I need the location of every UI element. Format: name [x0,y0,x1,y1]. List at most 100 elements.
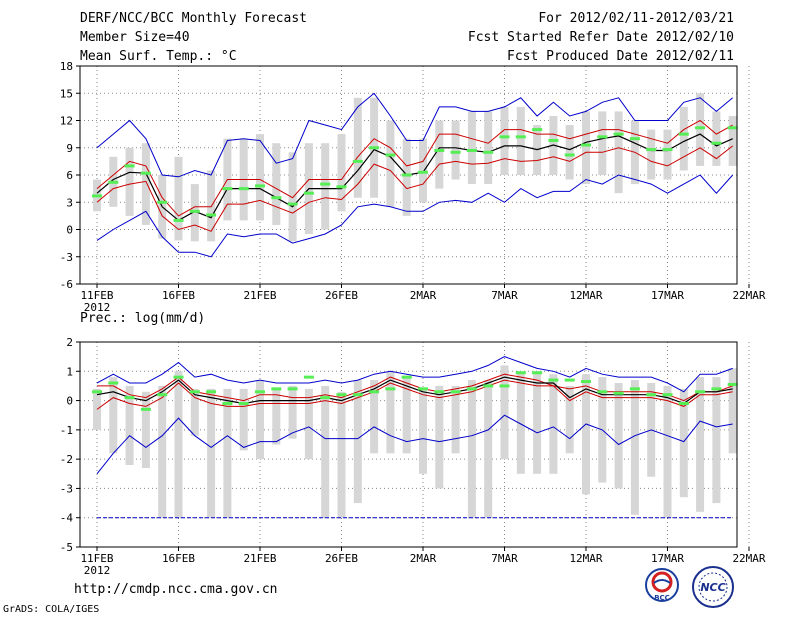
spread-box [402,138,411,216]
x-tick-label: 26FEB [325,552,358,565]
spread-box [207,388,216,518]
spread-box [484,111,493,185]
y-tick-label: 3 [66,196,73,209]
spread-box [272,388,281,445]
y-tick-label: 0 [66,395,73,408]
forecast-period-label: For 2012/02/11-2012/03/21 [538,11,734,26]
observed-marker [173,375,184,379]
y-tick-label: 2 [66,336,73,349]
x-tick-label: 17MAR [651,552,684,565]
observed-marker [434,390,445,394]
spread-box [565,125,574,180]
spread-box [239,388,248,451]
y-tick-label: 15 [60,87,73,100]
spread-box [630,380,639,515]
spread-box [565,385,574,454]
observed-marker [124,396,135,400]
observed-marker [401,375,412,379]
spread-box [663,385,672,518]
chart-title: DERF/NCC/BCC Monthly Forecast [80,11,307,26]
plot-frame [79,341,738,548]
observed-marker [532,371,543,375]
spread-box [728,368,737,454]
observed-marker [597,135,608,139]
observed-marker [385,387,396,391]
y-tick-label: -6 [60,278,73,291]
observed-marker [727,382,738,386]
observed-marker [646,393,657,397]
series-upper-line [96,119,733,217]
series-lower-line [96,379,733,410]
observed-marker [548,138,559,142]
x-tick-label: 16FEB [162,552,195,565]
spread-box [174,156,183,241]
spread-box [125,147,134,216]
observed-marker [597,390,608,394]
spread-box [679,388,688,498]
observed-marker [222,402,233,405]
observed-marker [450,390,461,394]
observed-marker [532,128,543,132]
x-tick-label: 11FEB [80,289,113,302]
observed-marker [303,191,314,195]
spread-box [386,371,395,454]
spread-box [467,380,476,518]
x-tick-label: 12MAR [569,552,602,565]
spread-box [598,111,607,175]
spread-box [451,385,460,454]
observed-marker [727,126,738,130]
observed-marker [352,159,363,163]
spread-box [158,385,167,518]
bcc-logo-text: BCC [654,594,670,602]
observed-marker [515,135,526,139]
observed-marker [189,209,200,213]
observed-marker [695,126,706,130]
observed-marker [303,375,314,379]
spread-box [304,388,313,460]
x-tick-label: 2MAR [410,552,437,565]
observed-marker [564,153,575,157]
spread-box [190,388,199,436]
series-min-line [96,414,733,475]
spread-box [337,134,346,212]
series-min-line [96,174,734,258]
spread-box [386,120,395,207]
observed-marker [613,132,624,136]
observed-marker [662,393,673,397]
spread-box [712,377,721,504]
x-tick-label: 16FEB [162,289,195,302]
series-max-line [96,356,733,393]
observed-marker [238,187,249,191]
observed-marker [434,148,445,152]
spread-box [712,111,721,166]
variable-label: Mean Surf. Temp.: °C [80,49,237,64]
x-tick-label: 7MAR [491,552,518,565]
spread-box [321,385,330,518]
observed-marker [287,202,298,206]
observed-marker [515,371,526,375]
ncc-logo: NCC [692,566,734,608]
observed-marker [108,381,119,385]
observed-marker [499,384,510,388]
spread-box [256,380,264,460]
spread-box [402,377,411,454]
observed-marker [271,387,282,391]
observed-marker [140,171,151,175]
spread-box [549,374,558,474]
observed-marker [499,135,510,139]
observed-marker [336,393,347,397]
observed-marker [238,402,249,405]
spread-box [272,143,281,225]
observed-marker [483,150,494,154]
observed-marker [157,200,168,204]
x-tick-label: 22MAR [732,289,765,302]
source-url[interactable]: http://cmdp.ncc.cma.gov.cn [74,582,278,597]
spread-box [141,391,150,468]
spread-box [451,120,460,180]
observed-marker [352,393,363,397]
x-tick-label: 12MAR [569,289,602,302]
spread-box [484,380,493,518]
observed-marker [108,180,119,184]
observed-marker [418,387,428,391]
